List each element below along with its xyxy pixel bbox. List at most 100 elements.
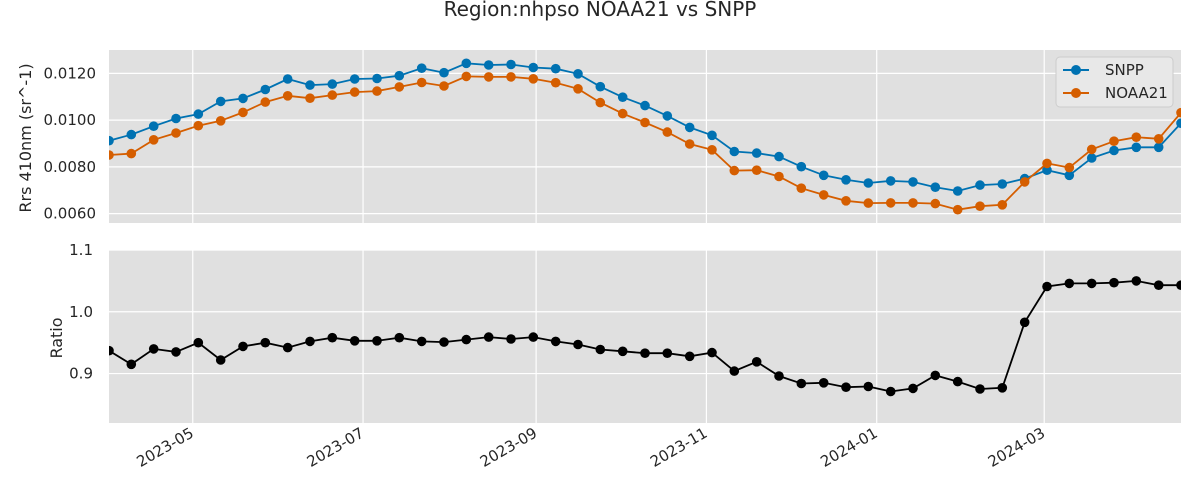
bottom-data-point [662, 348, 673, 359]
top-panel: 0.0060 0.0080 0.0100 0.0120 Rrs 410nm (sr^-… [16, 50, 1181, 223]
bottom-data-point [707, 347, 717, 358]
top-data-point [796, 183, 807, 193]
bottom-data-point [796, 378, 807, 389]
top-data-point [282, 74, 293, 84]
top-data-point [506, 72, 516, 82]
top-data-point [908, 198, 918, 208]
top-data-point [885, 176, 896, 186]
top-data-point [550, 63, 561, 74]
x-tick-label: 2023-05 [133, 424, 196, 471]
top-data-point [573, 84, 583, 94]
bottom-data-point [952, 376, 963, 387]
top-data-point [863, 198, 874, 208]
top-data-point [148, 135, 159, 145]
bottom-data-point [841, 382, 851, 393]
top-data-point [952, 186, 963, 196]
bottom-data-point [1064, 278, 1075, 289]
top-data-point [863, 178, 874, 188]
bottom-data-point [573, 339, 583, 350]
top-data-point [930, 198, 941, 209]
bottom-data-point [1131, 276, 1142, 286]
top-data-point [394, 82, 405, 92]
bottom-data-point [461, 334, 472, 345]
top-data-point [349, 87, 360, 97]
bottom-data-point [305, 336, 315, 347]
x-tick-label: 2024-03 [985, 424, 1048, 471]
bottom-data-point [640, 348, 650, 359]
top-data-point [662, 127, 673, 137]
bottom-data-point [171, 347, 181, 357]
bottom-data-point [818, 378, 829, 388]
bottom-data-point [1019, 317, 1030, 328]
top-data-point [1153, 142, 1164, 153]
top-data-point [997, 179, 1008, 189]
top-data-point [707, 145, 717, 155]
bottom-data-point [729, 366, 740, 376]
top-data-point [1109, 145, 1119, 156]
bottom-data-point [997, 383, 1008, 393]
bottom-data-point [416, 336, 427, 347]
bottom-data-point [349, 336, 360, 346]
bottom-data-point [595, 344, 606, 355]
bottom-data-point [550, 336, 561, 347]
top-data-point [1086, 144, 1097, 155]
top-data-point [305, 80, 315, 90]
top-data-point [818, 170, 829, 181]
top-ytick-label: 0.0100 [44, 111, 97, 129]
bottom-data-point [528, 332, 539, 342]
x-tick-label: 2023-09 [477, 424, 540, 471]
bottom-data-point [885, 386, 896, 397]
bottom-data-point [908, 383, 918, 394]
top-data-point [439, 67, 449, 78]
top-data-point [796, 161, 807, 172]
top-data-point [327, 90, 338, 100]
top-data-point [394, 70, 405, 81]
top-data-point [416, 77, 427, 88]
top-data-point [774, 171, 784, 182]
bottom-data-point [617, 346, 628, 357]
bottom-data-point [930, 370, 941, 381]
top-data-point [1153, 134, 1164, 144]
bottom-data-point [109, 345, 114, 356]
top-data-point [975, 180, 985, 190]
bottom-data-point [238, 341, 248, 352]
top-data-point [461, 71, 472, 82]
top-data-point [171, 128, 181, 138]
bottom-data-point [1109, 277, 1119, 288]
legend-snpp-marker [1071, 65, 1081, 75]
top-data-point [729, 146, 740, 157]
legend-snpp-label: SNPP [1105, 61, 1144, 79]
bottom-data-point [506, 334, 516, 344]
top-data-point [1131, 142, 1142, 153]
top-data-point [193, 120, 204, 131]
bottom-data-point [751, 357, 762, 367]
bottom-panel: 0.9 1.0 1.1 Ratio 2023-05 2023-07 2023-09 202… [47, 241, 1181, 471]
bottom-series-ratio [109, 276, 1181, 397]
top-data-point [1019, 177, 1030, 187]
top-data-point [595, 81, 606, 92]
top-data-point [1131, 132, 1142, 142]
bottom-y-axis-label: Ratio [47, 317, 66, 358]
top-data-point [1064, 170, 1075, 181]
bottom-data-point [1086, 278, 1097, 289]
top-data-point [148, 121, 159, 131]
top-data-point [684, 139, 695, 149]
top-data-point [1086, 153, 1097, 163]
top-data-point [640, 100, 650, 111]
top-data-point [1109, 136, 1119, 146]
bottom-data-point [774, 371, 784, 381]
top-data-point [260, 97, 271, 107]
top-data-point [930, 182, 941, 192]
top-data-point [550, 77, 561, 88]
bottom-data-point [372, 336, 382, 346]
bottom-data-point [215, 355, 226, 365]
bottom-data-point [193, 337, 204, 348]
top-data-point [662, 111, 673, 121]
top-data-point [952, 204, 963, 215]
x-tick-label: 2023-11 [647, 424, 710, 471]
top-data-point [751, 165, 762, 175]
bottom-data-point [148, 344, 159, 354]
top-data-point [1042, 165, 1052, 175]
top-data-point [774, 151, 784, 162]
